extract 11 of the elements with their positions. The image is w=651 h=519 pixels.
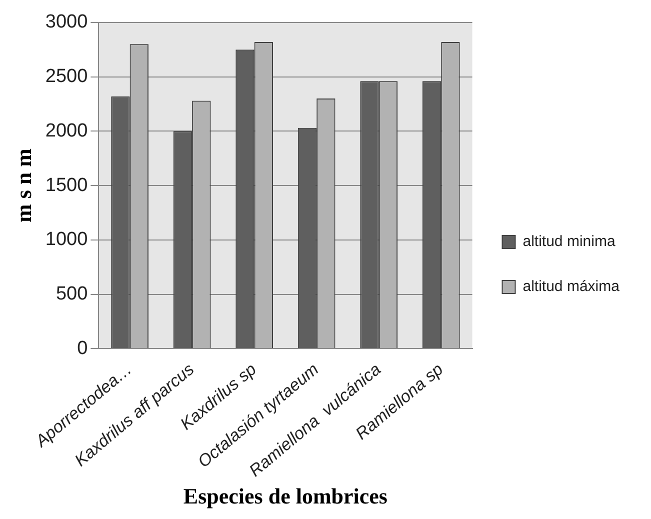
y-tick-label: 2500 (45, 66, 88, 88)
x-axis-title: Especies de lombrices (183, 483, 388, 508)
legend-label: altitud minima (522, 233, 616, 250)
y-tick-label: 1500 (45, 174, 88, 196)
y-axis-title: m s n m (10, 148, 36, 223)
y-tick-label: 0 (77, 338, 88, 359)
y-tick-label: 3000 (45, 12, 88, 33)
y-tick-label: 500 (56, 284, 88, 305)
y-tick-label: 1000 (45, 229, 88, 250)
legend-label: altitud máxima (522, 278, 620, 296)
y-tick-label: 2000 (45, 120, 88, 142)
